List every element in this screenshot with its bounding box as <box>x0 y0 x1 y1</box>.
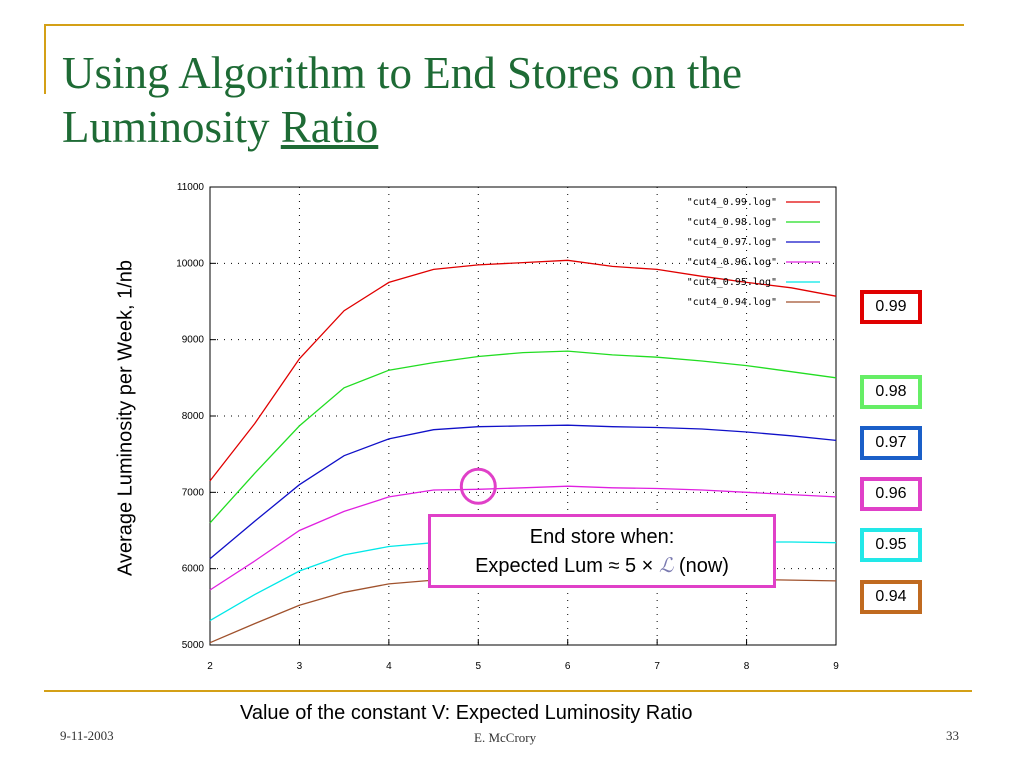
callout-prefix: Expected Lum ≈ 5 × <box>475 555 654 577</box>
axis-ticks: 2 3 4 5 6 7 8 9 5000 6000 7000 8000 9000 10000 11000 <box>176 182 839 672</box>
x-tick-label: 4 <box>386 661 392 672</box>
title-line-2: Luminosity Ratio <box>62 100 982 154</box>
callout-suffix: (now) <box>678 555 729 577</box>
ratio-box: 0.95 <box>860 528 922 562</box>
ratio-box: 0.96 <box>860 477 922 511</box>
footer-page-number: 33 <box>946 728 959 743</box>
legend-label: "cut4_0.95.log" <box>687 277 777 288</box>
x-tick-label: 5 <box>476 661 482 672</box>
slide-frame-top <box>44 24 964 26</box>
x-tick-label: 2 <box>207 661 213 672</box>
ratio-box: 0.98 <box>860 375 922 409</box>
x-tick-label: 8 <box>744 661 750 672</box>
y-tick-label: 6000 <box>182 564 205 575</box>
ratio-box: 0.99 <box>860 290 922 324</box>
highlight-circle <box>459 467 497 505</box>
series-line <box>209 485 837 591</box>
slide-title: Using Algorithm to End Stores on the Lum… <box>62 46 982 154</box>
footer-date: 9-11-2003 <box>60 728 114 743</box>
y-axis-label: Average Luminosity per Week, 1/nb <box>114 259 137 577</box>
luminosity-symbol: ℒ <box>658 553 674 577</box>
ratio-box: 0.97 <box>860 426 922 460</box>
y-tick-label: 5000 <box>182 640 205 651</box>
slide-frame-left <box>44 24 46 94</box>
legend: "cut4_0.99.log" "cut4_0.98.log" "cut4_0.97… <box>687 197 820 308</box>
title-line-1: Using Algorithm to End Stores on the <box>62 48 742 98</box>
x-tick-label: 6 <box>565 661 571 672</box>
callout-line-1: End store when: <box>529 526 675 548</box>
footer-author: E. McCrory <box>474 730 537 745</box>
series-line <box>209 350 837 524</box>
x-tick-label: 7 <box>654 661 660 672</box>
y-tick-label: 9000 <box>182 335 205 346</box>
slide-frame-bottom <box>44 690 972 692</box>
ratio-box: 0.94 <box>860 580 922 614</box>
legend-label: "cut4_0.97.log" <box>687 237 777 248</box>
x-tick-label: 9 <box>833 661 839 672</box>
y-tick-label: 11000 <box>177 182 205 193</box>
title-luminosity: Luminosity <box>62 102 270 152</box>
title-ratio: Ratio <box>280 102 379 152</box>
y-tick-label: 7000 <box>182 487 205 498</box>
callout-line-2: Expected Lum ≈ 5 × ℒ (now) <box>431 551 773 580</box>
legend-label: "cut4_0.99.log" <box>687 197 777 208</box>
y-tick-label: 10000 <box>176 258 204 269</box>
legend-label: "cut4_0.98.log" <box>687 217 777 228</box>
end-store-callout: End store when: Expected Lum ≈ 5 × ℒ (no… <box>428 514 776 588</box>
y-tick-label: 8000 <box>182 411 205 422</box>
legend-label: "cut4_0.96.log" <box>687 257 777 268</box>
legend-label: "cut4_0.94.log" <box>687 297 777 308</box>
x-tick-label: 3 <box>297 661 303 672</box>
series-line <box>209 424 837 560</box>
x-axis-label: Value of the constant V: Expected Lumino… <box>240 702 693 724</box>
series-line <box>209 259 837 482</box>
